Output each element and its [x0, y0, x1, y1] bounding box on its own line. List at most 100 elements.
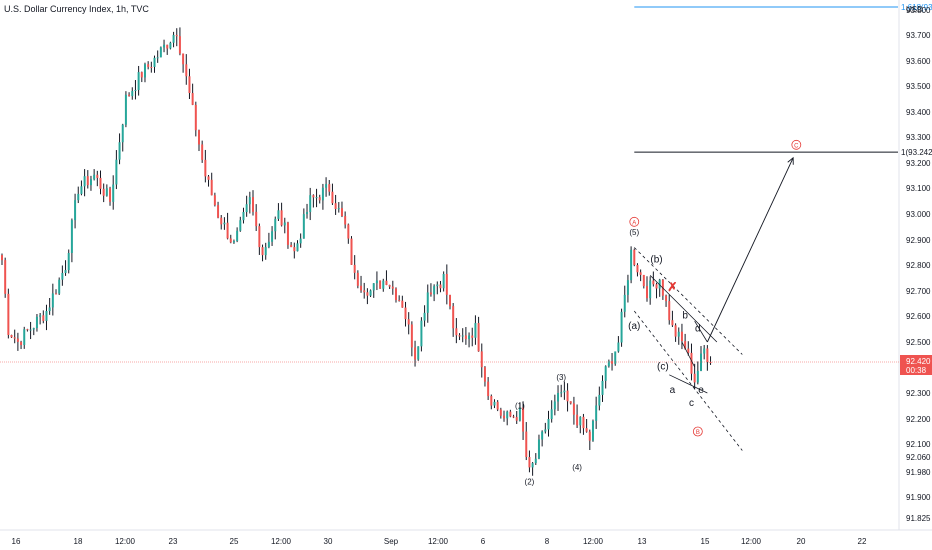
y-tick-label: 93.800 [906, 6, 931, 15]
candle-body [124, 94, 127, 125]
candle-body [553, 401, 556, 410]
candle-body [93, 174, 96, 180]
candle-body [86, 176, 89, 186]
candle-body [150, 66, 153, 68]
candle-body [213, 195, 216, 206]
candle-body [401, 300, 404, 308]
candle-body [503, 415, 506, 419]
candle-body [630, 249, 633, 281]
candle-body [668, 301, 671, 321]
y-tick-label: 91.980 [906, 468, 931, 477]
candle-body [518, 407, 521, 421]
candle-body [309, 195, 312, 213]
candle-body [337, 208, 340, 210]
candle-body [197, 130, 200, 145]
candle-body [1, 255, 3, 261]
candle-body [649, 280, 652, 299]
channel-line [633, 310, 743, 451]
candle-body [115, 159, 118, 185]
candle-body [541, 431, 544, 440]
candle-body [369, 290, 372, 296]
channel-line [681, 341, 696, 368]
candle-body [163, 44, 166, 48]
candle-body [531, 463, 534, 468]
time-axis[interactable]: 16 18 12:00 23 25 12:00 30 Sep 12:00 6 8 12:00 13 15 1… [12, 537, 867, 546]
candle-body [344, 216, 347, 225]
candle-body [696, 370, 699, 383]
candle-body [236, 230, 239, 242]
candle-body [534, 458, 537, 464]
x-tick-label: 22 [858, 537, 867, 546]
candle-body [299, 238, 302, 244]
channel-line [669, 374, 708, 394]
candle-body [258, 226, 261, 248]
wave-label: (2) [525, 478, 535, 487]
candle-body [318, 197, 321, 201]
candle-body [23, 329, 26, 345]
candle-body [445, 274, 448, 295]
candle-body [293, 247, 296, 252]
candle-body [267, 241, 270, 248]
y-tick-label: 93.400 [906, 108, 931, 117]
candle-body [410, 324, 413, 348]
candle-body [693, 373, 696, 383]
projection-arrowhead [787, 156, 794, 165]
candle-body [220, 217, 223, 225]
fib-level-label: 1(93.242) [901, 148, 932, 157]
circled-wave-label: C [794, 143, 799, 149]
candle-body [607, 361, 610, 367]
circled-wave-marker [629, 216, 640, 227]
candle-body [633, 249, 636, 265]
candle-body [436, 284, 439, 287]
wave-label: (5) [629, 228, 639, 237]
candle-body [595, 405, 598, 421]
x-tick-label: 20 [797, 537, 806, 546]
candle-body [499, 409, 502, 416]
candle-body [312, 195, 315, 198]
candle-body [464, 335, 467, 340]
candle-body [569, 401, 572, 404]
candle-body [528, 457, 531, 468]
channel-line [694, 320, 708, 343]
candle-body [42, 315, 45, 321]
candle-body [455, 328, 458, 336]
circled-wave-label: A [632, 220, 636, 226]
candle-body [547, 419, 550, 430]
candle-body [576, 414, 579, 426]
candle-body [325, 184, 328, 188]
candle-body [360, 285, 363, 291]
candle-body [302, 214, 305, 239]
candle-body [280, 210, 283, 226]
candle-body [423, 312, 426, 321]
candle-body [680, 331, 683, 342]
candle-body [172, 34, 175, 43]
candle-body [566, 390, 569, 402]
candle-body [665, 295, 668, 302]
candle-body [639, 272, 642, 275]
candle-body [522, 407, 525, 432]
candle-body [156, 57, 159, 59]
candle-body [420, 320, 423, 347]
wave-label: (3) [556, 373, 566, 382]
candle-body [391, 286, 394, 289]
candle-body [201, 144, 204, 160]
y-tick-label: 92.700 [906, 287, 931, 296]
price-axis[interactable]: 93.800 93.700 93.600 93.500 93.400 93.300 93.2… [900, 5, 932, 523]
candle-body [55, 293, 58, 295]
y-tick-label: 93.600 [906, 57, 931, 66]
candle-body [490, 396, 493, 406]
x-tick-label: 25 [230, 537, 239, 546]
candle-body [140, 72, 143, 78]
candle-body [137, 72, 140, 90]
y-tick-label: 93.000 [906, 210, 931, 219]
chart-grid [0, 0, 932, 531]
candle-body [449, 294, 451, 307]
x-tick-label: 18 [74, 537, 83, 546]
candle-body [83, 176, 86, 187]
candle-body [178, 36, 181, 54]
candle-body [512, 416, 515, 418]
candle-body [417, 346, 420, 360]
candle-body [134, 89, 137, 91]
candle-body [636, 264, 639, 273]
